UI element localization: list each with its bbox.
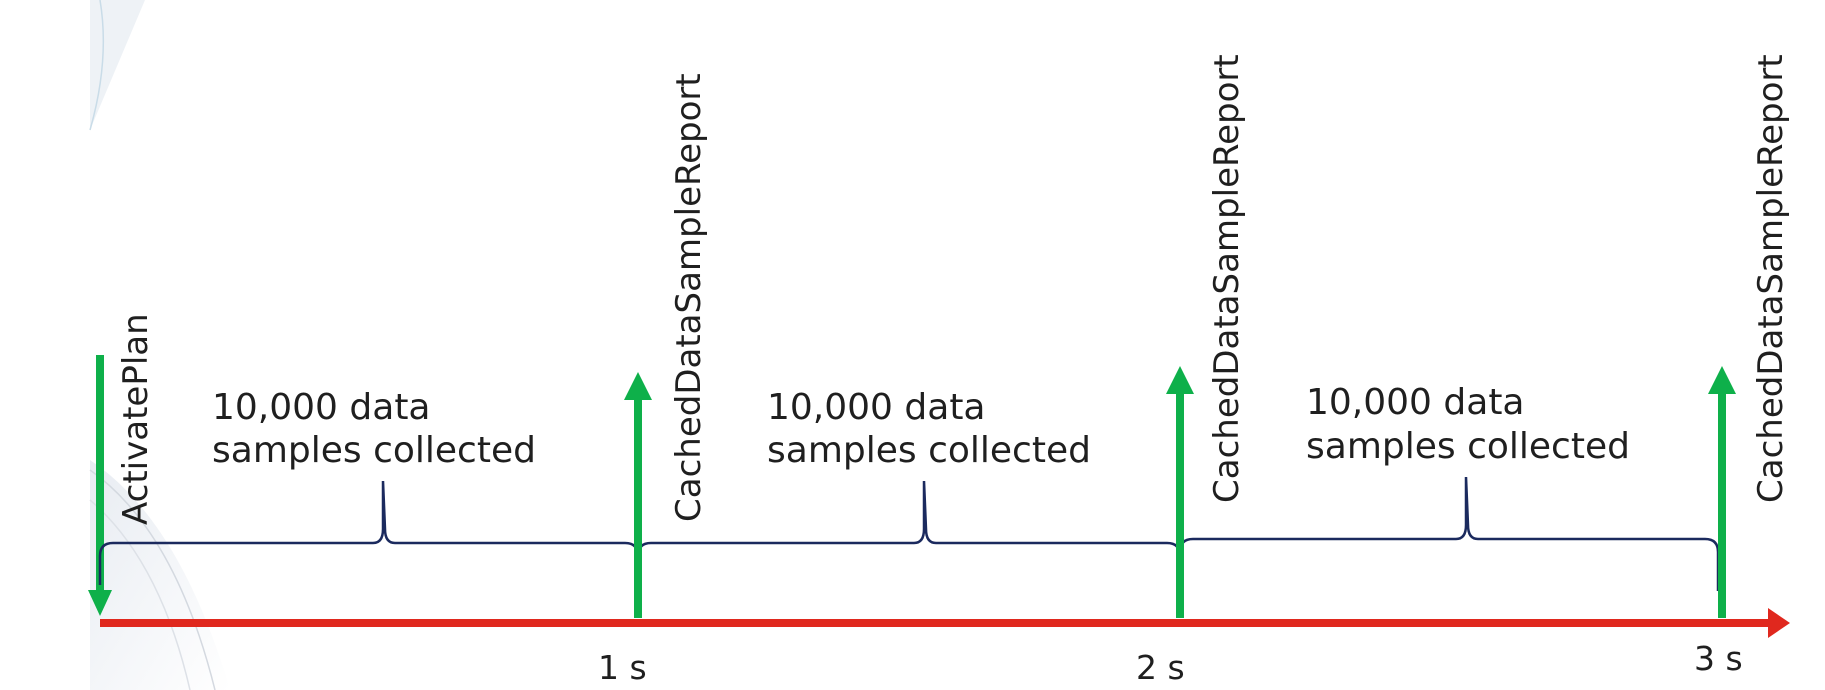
report-marker — [1708, 366, 1736, 618]
interval-note-line1: 10,000 data — [212, 387, 431, 428]
interval-note-line1: 10,000 data — [767, 387, 986, 428]
up-arrow-icon — [1708, 366, 1736, 394]
activate-plan-label: ActivatePlan — [116, 313, 156, 525]
tick-label: 2 s — [1136, 648, 1185, 687]
interval-note-line2: samples collected — [767, 430, 1091, 471]
tick-label: 1 s — [598, 648, 647, 687]
time-axis-arrowhead — [1768, 608, 1790, 638]
activate-plan-marker: ActivatePlan — [88, 313, 156, 616]
down-arrow-icon — [88, 590, 112, 616]
interval-note-line1: 10,000 data — [1306, 382, 1525, 423]
tick-labels: 1 s 2 s 3 s — [598, 639, 1743, 687]
tick-label: 3 s — [1694, 639, 1743, 678]
interval-brace — [1178, 476, 1720, 591]
background-decoration — [89, 0, 230, 690]
report-labels: CachedDataSampleReport CachedDataSampleR… — [669, 54, 1791, 522]
report-label: CachedDataSampleReport — [1751, 54, 1791, 503]
report-markers — [624, 366, 1736, 618]
report-marker — [1166, 366, 1194, 618]
up-arrow-icon — [1166, 366, 1194, 394]
interval-brace — [98, 480, 640, 591]
interval-note-line2: samples collected — [1306, 426, 1630, 467]
interval-brace — [636, 480, 1182, 591]
interval-note-line2: samples collected — [212, 430, 536, 471]
interval-braces — [98, 476, 1720, 591]
time-axis — [100, 608, 1790, 638]
up-arrow-icon — [624, 372, 652, 400]
report-label: CachedDataSampleReport — [669, 73, 709, 522]
report-marker — [624, 372, 652, 618]
report-label: CachedDataSampleReport — [1207, 54, 1247, 503]
interval-notes: 10,000 data samples collected 10,000 dat… — [212, 382, 1630, 471]
